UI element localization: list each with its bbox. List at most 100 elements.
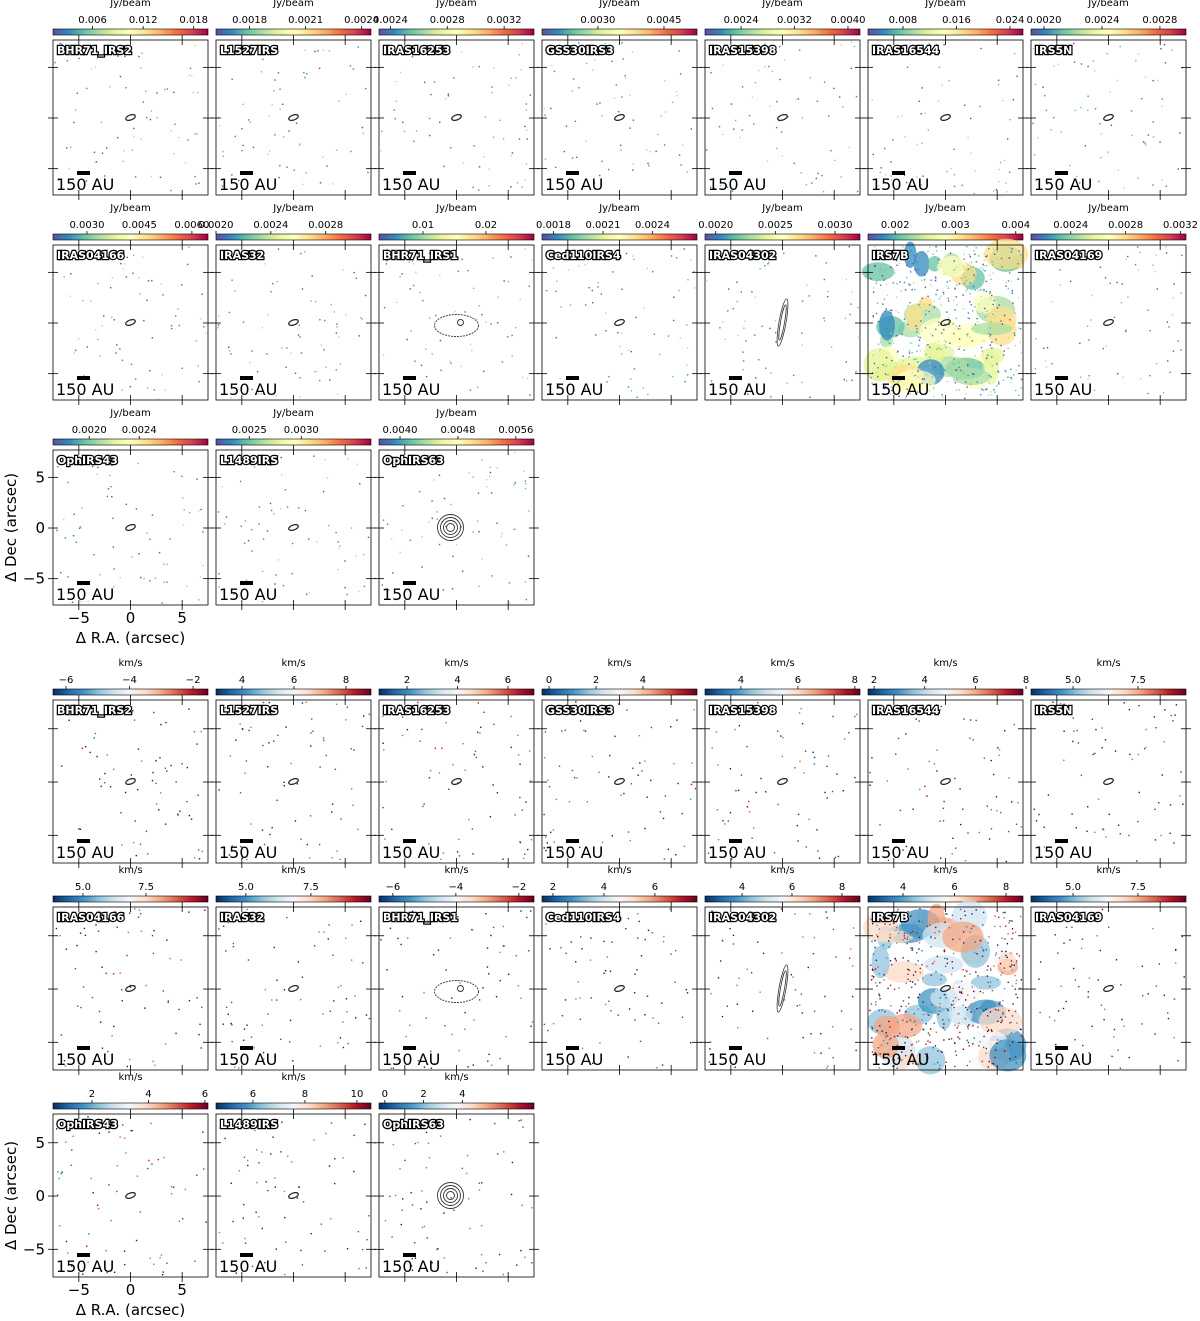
- noise-pixel: [1174, 714, 1175, 715]
- noise-pixel: [171, 1186, 172, 1187]
- noise-pixel: [981, 296, 982, 297]
- noise-pixel: [639, 762, 640, 763]
- noise-pixel: [450, 937, 451, 938]
- noise-pixel: [1003, 354, 1004, 355]
- noise-pixel: [775, 320, 776, 321]
- noise-pixel: [850, 948, 851, 949]
- noise-pixel: [270, 291, 271, 292]
- noise-pixel: [70, 296, 71, 297]
- noise-pixel: [152, 337, 153, 338]
- colorbar-tick-label: 8: [302, 1089, 308, 1100]
- noise-pixel: [101, 967, 102, 968]
- noise-pixel: [486, 486, 487, 487]
- noise-pixel: [359, 483, 360, 484]
- noise-pixel: [878, 321, 879, 322]
- noise-pixel: [502, 859, 503, 860]
- noise-pixel: [1009, 257, 1010, 258]
- noise-pixel: [882, 1030, 883, 1031]
- noise-pixel: [741, 774, 742, 775]
- noise-pixel: [223, 156, 224, 157]
- noise-pixel: [143, 320, 144, 321]
- noise-pixel: [399, 1010, 400, 1011]
- noise-pixel: [938, 101, 939, 102]
- noise-pixel: [544, 108, 545, 109]
- noise-pixel: [932, 1047, 933, 1048]
- noise-pixel: [918, 1008, 919, 1009]
- noise-pixel: [939, 1068, 940, 1069]
- noise-pixel: [1075, 979, 1076, 980]
- x-axis-label: Δ R.A. (arcsec): [76, 1301, 186, 1319]
- noise-pixel: [913, 359, 914, 360]
- emission-patch: [984, 239, 1028, 270]
- noise-pixel: [879, 1025, 880, 1026]
- noise-pixel: [808, 819, 809, 820]
- colorbar-tick-label: 0.02: [475, 220, 497, 231]
- colorbar-tick-label: 8: [343, 675, 349, 686]
- contour: [288, 523, 299, 531]
- noise-pixel: [509, 582, 510, 583]
- noise-pixel: [357, 463, 358, 464]
- panel-frame: [542, 907, 697, 1070]
- noise-pixel: [984, 308, 985, 309]
- noise-pixel: [820, 1033, 821, 1034]
- noise-pixel: [413, 141, 414, 142]
- noise-pixel: [842, 106, 843, 107]
- noise-pixel: [889, 924, 890, 925]
- noise-pixel: [592, 302, 593, 303]
- noise-pixel: [797, 825, 798, 826]
- noise-pixel: [1039, 1012, 1040, 1013]
- noise-pixel: [1124, 187, 1125, 188]
- noise-pixel: [1102, 909, 1103, 910]
- noise-pixel: [869, 1010, 870, 1011]
- noise-pixel: [1058, 64, 1059, 65]
- noise-pixel: [873, 154, 874, 155]
- noise-pixel: [73, 514, 74, 515]
- noise-pixel: [481, 1182, 482, 1183]
- noise-pixel: [930, 937, 931, 938]
- colorbar: [542, 234, 697, 240]
- noise-pixel: [966, 334, 967, 335]
- noise-pixel: [603, 973, 604, 974]
- noise-pixel: [678, 290, 679, 291]
- noise-pixel: [263, 538, 264, 539]
- scale-bar-label: 150 AU: [545, 843, 603, 862]
- scale-bar-label: 150 AU: [708, 843, 766, 862]
- noise-pixel: [1087, 110, 1088, 111]
- colorbar-label: Jy/beam: [272, 203, 314, 214]
- noise-pixel: [166, 1263, 167, 1264]
- noise-pixel: [730, 768, 731, 769]
- noise-pixel: [964, 267, 965, 268]
- noise-pixel: [162, 602, 163, 603]
- noise-pixel: [1000, 926, 1001, 927]
- noise-pixel: [522, 1127, 523, 1128]
- noise-pixel: [853, 927, 854, 928]
- noise-pixel: [886, 1035, 887, 1036]
- noise-pixel: [1086, 831, 1087, 832]
- noise-pixel: [196, 743, 197, 744]
- noise-pixel: [926, 374, 927, 375]
- panel-title: IRAS04169: [1035, 249, 1102, 262]
- noise-pixel: [527, 378, 528, 379]
- noise-pixel: [117, 927, 118, 928]
- noise-pixel: [353, 68, 354, 69]
- noise-pixel: [746, 746, 747, 747]
- noise-pixel: [930, 975, 931, 976]
- colorbar-tick-label: 0.008: [889, 15, 918, 26]
- noise-pixel: [265, 1181, 266, 1182]
- noise-pixel: [321, 344, 322, 345]
- noise-pixel: [987, 1031, 988, 1032]
- noise-pixel: [882, 303, 883, 304]
- noise-pixel: [94, 737, 95, 738]
- noise-pixel: [1113, 1036, 1114, 1037]
- noise-pixel: [120, 76, 121, 77]
- noise-pixel: [76, 945, 77, 946]
- noise-pixel: [971, 1003, 972, 1004]
- noise-pixel: [415, 1143, 416, 1144]
- noise-pixel: [138, 748, 139, 749]
- noise-pixel: [531, 1207, 532, 1208]
- noise-pixel: [182, 1218, 183, 1219]
- noise-pixel: [360, 317, 361, 318]
- noise-pixel: [877, 966, 878, 967]
- noise-pixel: [826, 1067, 827, 1068]
- noise-pixel: [525, 488, 526, 489]
